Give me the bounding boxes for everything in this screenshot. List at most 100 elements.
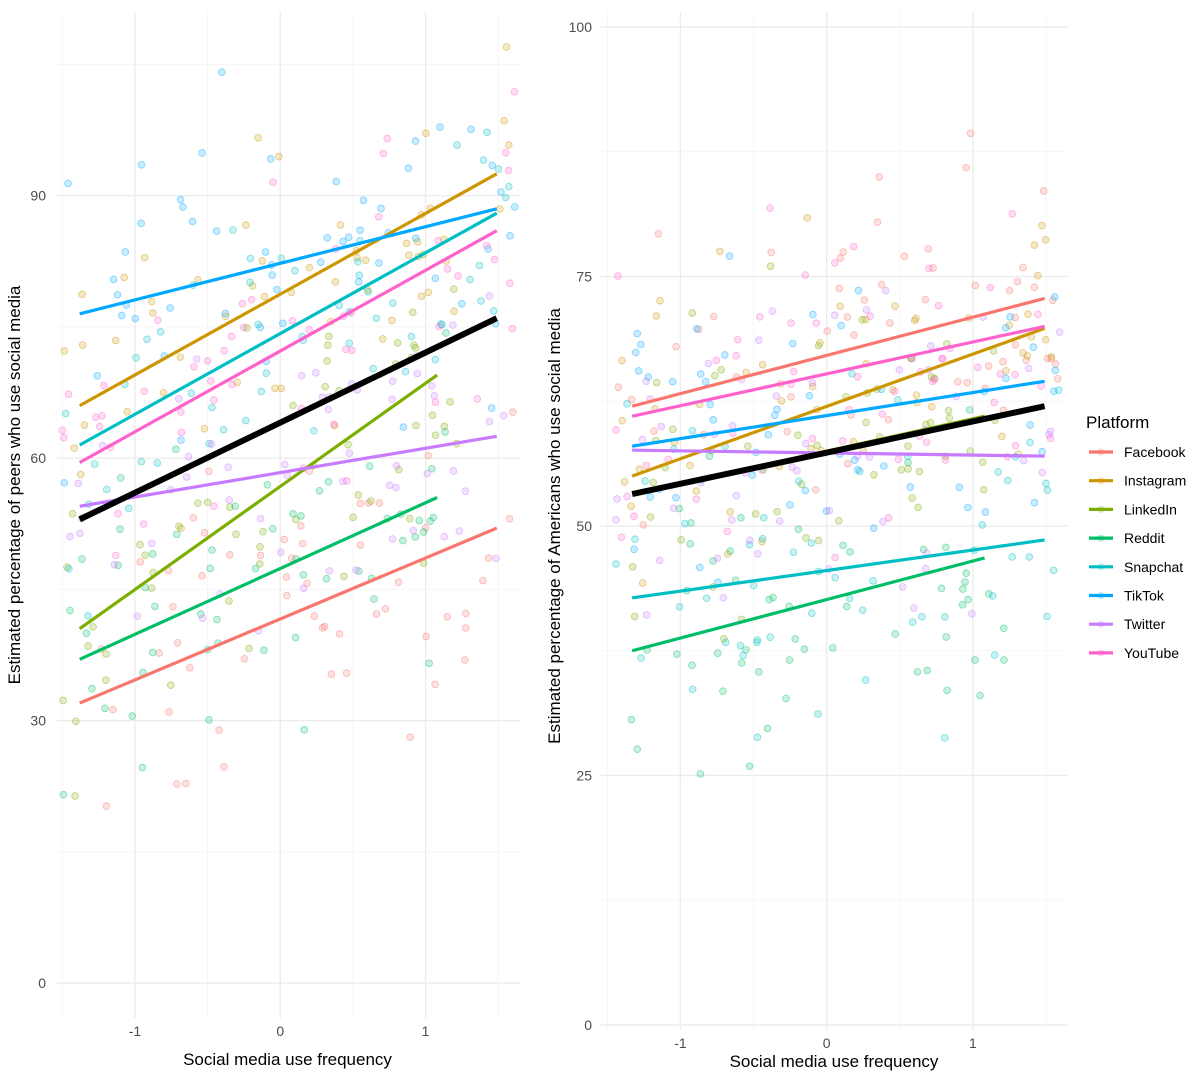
data-point [262,369,271,378]
data-point [904,465,912,473]
data-point [924,245,933,253]
data-point [340,572,348,581]
data-point [210,396,218,404]
data-point [716,247,724,256]
data-point [1038,447,1046,456]
data-point [111,336,120,345]
data-point [449,321,457,329]
data-point [84,612,92,620]
data-point [246,278,254,287]
data-point [392,483,400,492]
data-point [928,377,937,386]
data-point [310,426,318,435]
data-point [709,312,718,321]
data-point [175,522,183,531]
data-point [753,550,762,558]
data-point [260,646,268,654]
data-point [292,515,300,524]
data-point [66,532,74,541]
data-point [59,696,67,705]
data-point [912,314,920,323]
data-point [242,221,250,229]
data-point [324,341,332,349]
data-point [830,311,839,320]
data-point [709,416,717,424]
data-point [394,465,403,474]
data-point [719,593,728,602]
data-point [102,802,111,811]
data-point [748,471,757,479]
data-point [246,254,255,263]
data-point [402,239,411,248]
data-point [638,435,647,444]
data-point [424,451,433,460]
data-point [1034,271,1042,280]
data-point [442,329,450,337]
data-point [280,535,289,544]
data-point [240,654,249,663]
data-point [78,341,87,349]
x-tick-label: 1 [422,1023,430,1039]
data-point [461,656,469,664]
data-point [869,524,878,532]
data-point [440,422,449,431]
data-point [654,229,663,238]
data-point [431,398,440,406]
data-point [854,286,863,295]
data-point [238,299,247,308]
data-point [959,585,967,593]
data-point [1049,566,1058,575]
data-point [356,541,365,549]
data-point [361,256,370,264]
data-point [198,572,206,580]
data-point [884,415,893,424]
data-point [962,163,970,172]
data-point [109,705,117,714]
data-point [342,345,350,354]
data-point [114,510,122,518]
data-point [999,357,1007,366]
legend-item-snapchat: Snapchat [1089,559,1183,575]
data-point [123,407,131,416]
data-point [627,395,636,404]
data-point [200,424,209,433]
data-point [816,339,824,347]
data-point [862,306,871,314]
data-point [441,428,449,436]
data-point [823,327,832,335]
data-point [279,319,287,328]
data-point [853,466,862,474]
data-point [921,564,930,573]
data-point [1006,313,1014,321]
data-point [408,308,417,317]
data-point [998,432,1006,441]
data-point [1051,366,1060,375]
data-point [139,520,148,528]
data-point [177,436,185,444]
data-point [430,391,439,400]
data-point [458,299,466,308]
data-point [411,533,420,541]
data-point [484,245,492,253]
data-point [646,493,655,501]
y-tick-label: 0 [584,1017,592,1033]
data-point [788,463,796,471]
data-point [873,218,882,226]
data-point [224,463,233,472]
data-point [623,399,631,408]
data-point [770,411,779,420]
data-point [336,221,345,229]
data-point [121,248,130,256]
data-point [914,503,922,512]
data-point [794,525,803,534]
data-point [843,313,852,321]
data-point [686,540,695,548]
fit-line-facebook [631,296,1046,408]
data-point [861,676,870,684]
data-point [630,612,639,621]
data-point [510,203,519,211]
data-point [1003,476,1012,485]
data-point [834,516,843,525]
data-point [483,128,491,137]
x-tick-label: 0 [276,1023,284,1039]
